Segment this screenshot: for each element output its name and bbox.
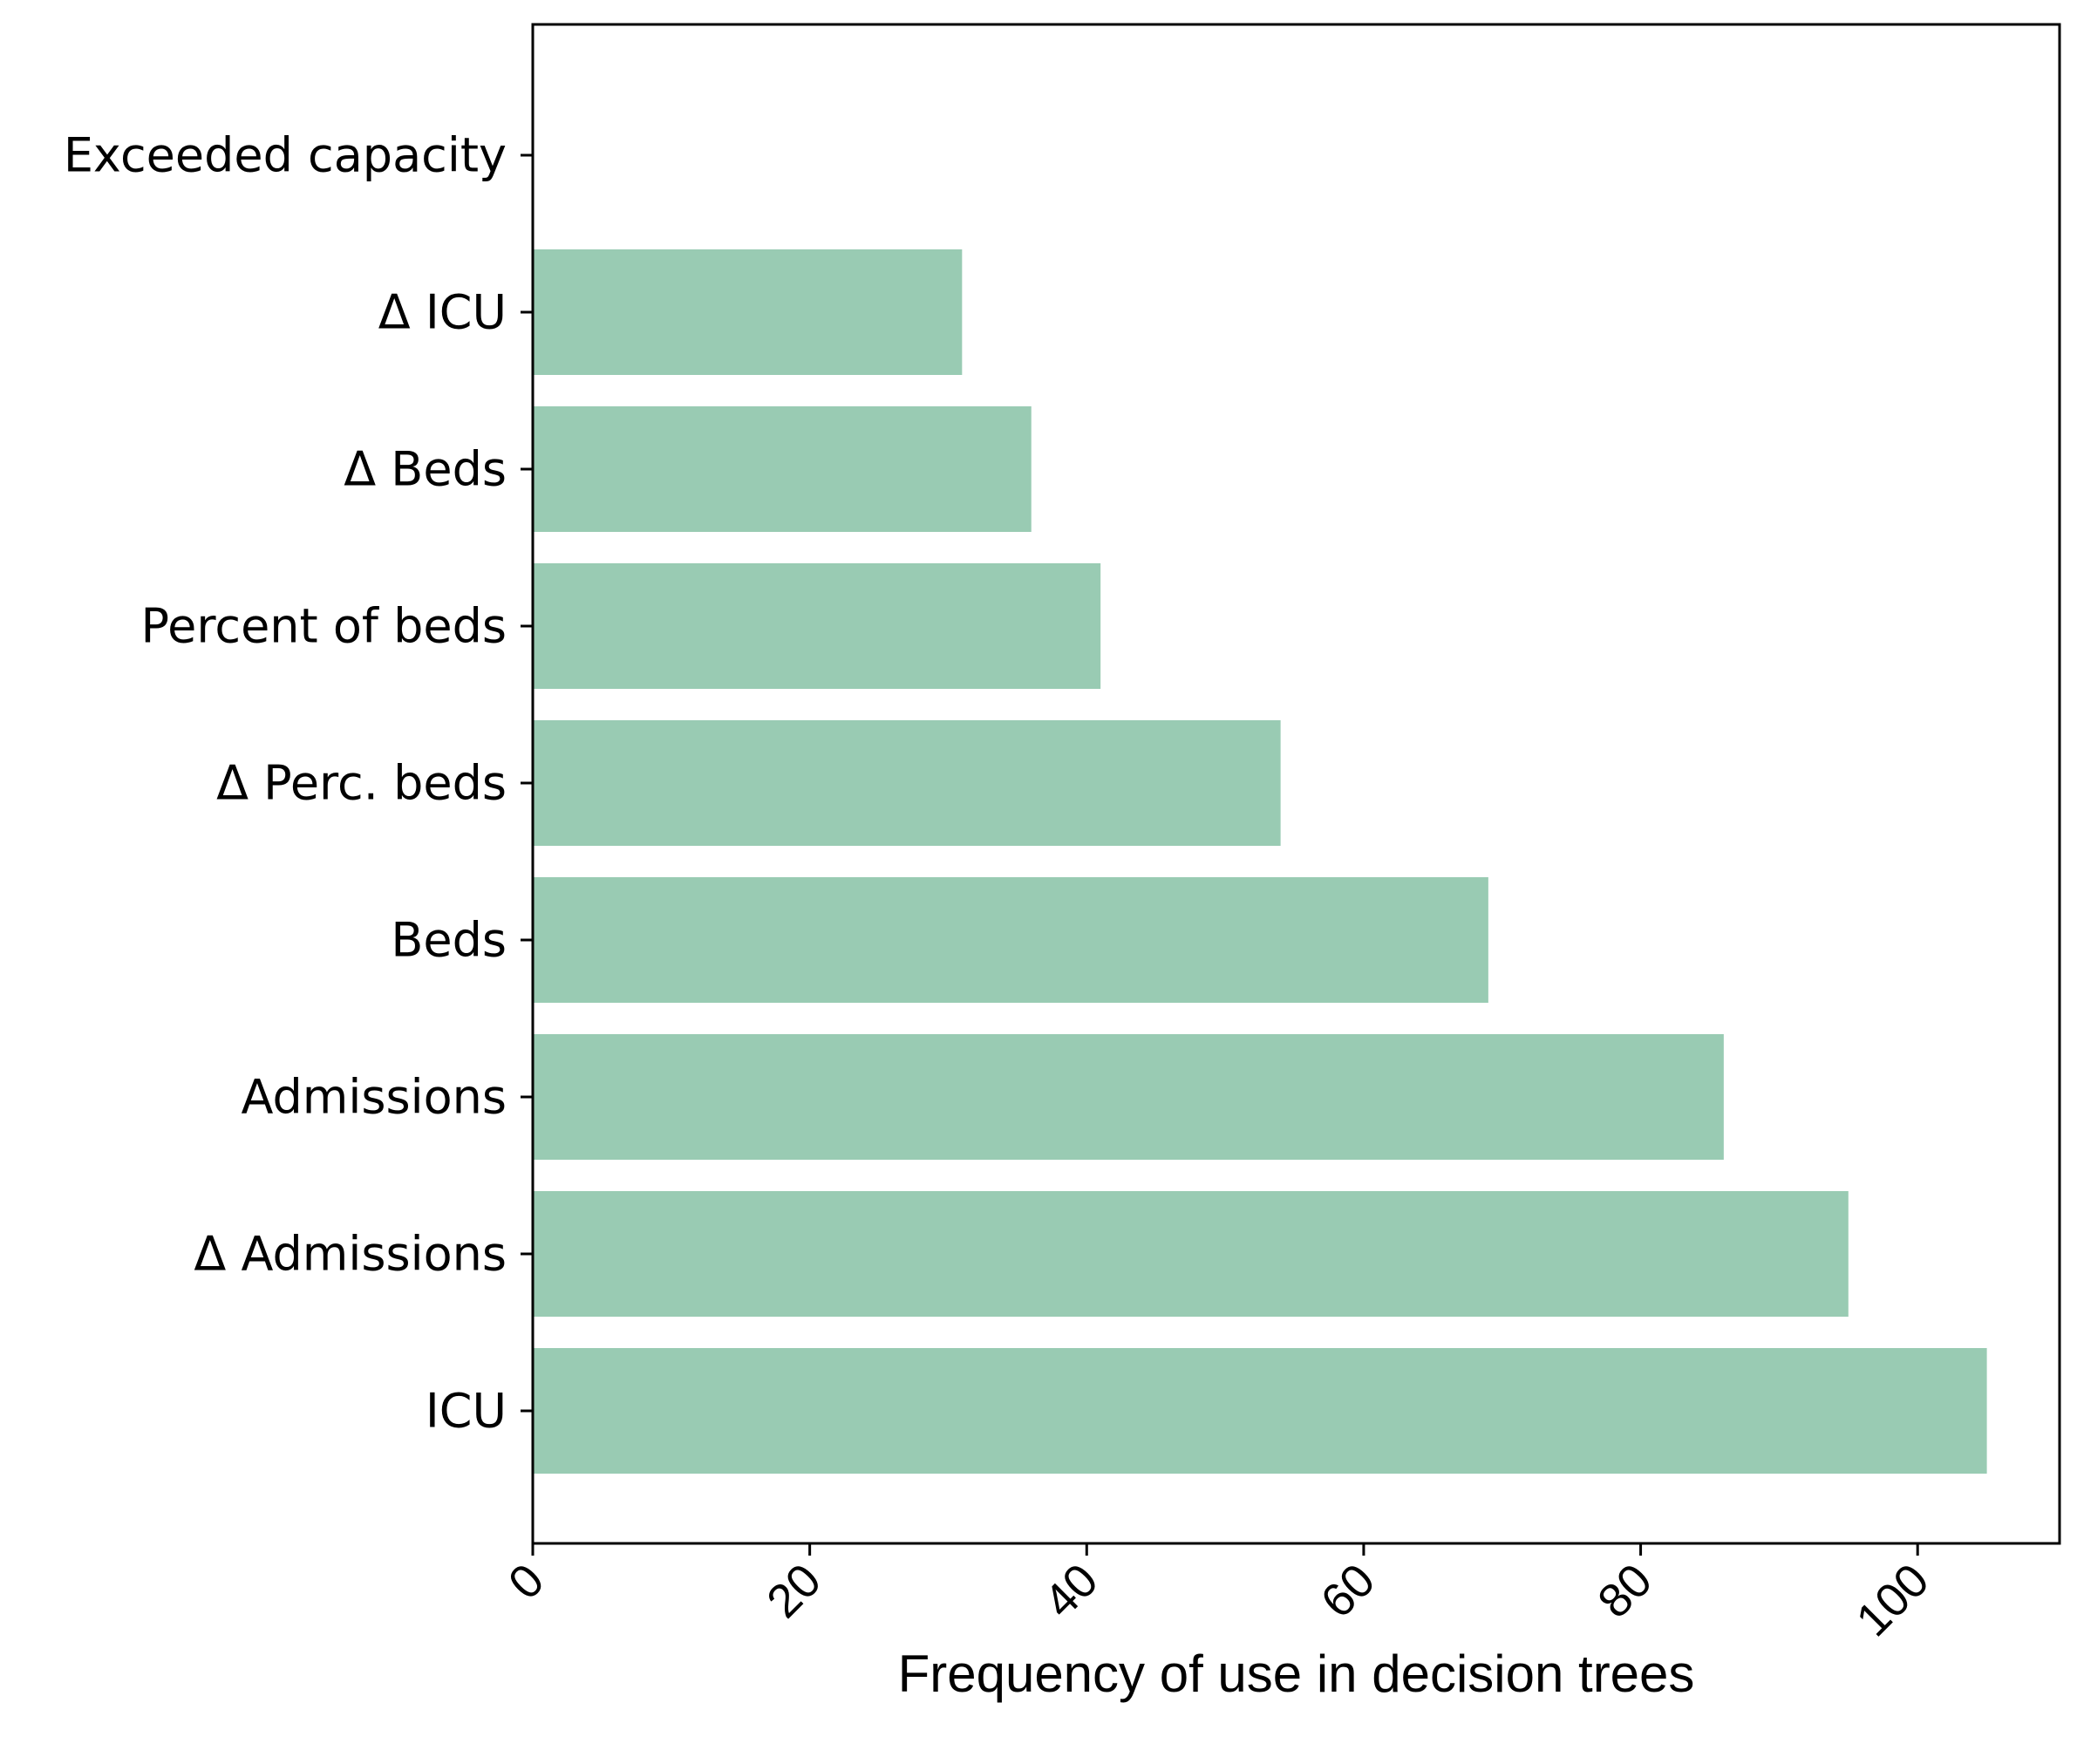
x-tick-label-1: 20	[757, 1554, 831, 1628]
y-tick-label-8: Exceeded capacity	[64, 128, 507, 183]
bar-0	[533, 1348, 1987, 1474]
x-tick-label-5: 100	[1847, 1554, 1939, 1646]
y-tick-label-2: Admissions	[241, 1070, 507, 1125]
y-axis: ICU Δ Admissions Admissions Beds Δ Perc. bed…	[64, 128, 533, 1439]
bar-6	[533, 406, 1032, 532]
y-tick-label-3: Beds	[391, 913, 507, 968]
plot-frame	[531, 23, 2061, 1545]
x-tick-label-4: 80	[1588, 1554, 1662, 1628]
y-tick-label-6: Δ Beds	[344, 442, 507, 497]
bar-3	[533, 877, 1488, 1003]
x-tick-label-3: 60	[1311, 1554, 1386, 1628]
x-axis: 0 20 40 60 80 100	[499, 1543, 1939, 1646]
x-tick-label-0: 0	[499, 1554, 555, 1610]
y-tick-label-4: Δ Perc. beds	[216, 756, 507, 811]
bar-7	[533, 249, 963, 375]
y-tick-label-7: Δ ICU	[378, 285, 507, 340]
bar-2	[533, 1034, 1724, 1160]
x-axis-label: Frequency of use in decision trees	[898, 1645, 1695, 1703]
bar-4	[533, 720, 1281, 846]
y-tick-label-0: ICU	[426, 1384, 507, 1439]
bars	[533, 249, 1987, 1474]
x-tick-label-2: 40	[1034, 1554, 1108, 1628]
y-tick-label-1: Δ Admissions	[194, 1227, 507, 1282]
y-tick-label-5: Percent of beds	[141, 599, 507, 654]
bar-5	[533, 563, 1101, 689]
bar-1	[533, 1191, 1849, 1317]
